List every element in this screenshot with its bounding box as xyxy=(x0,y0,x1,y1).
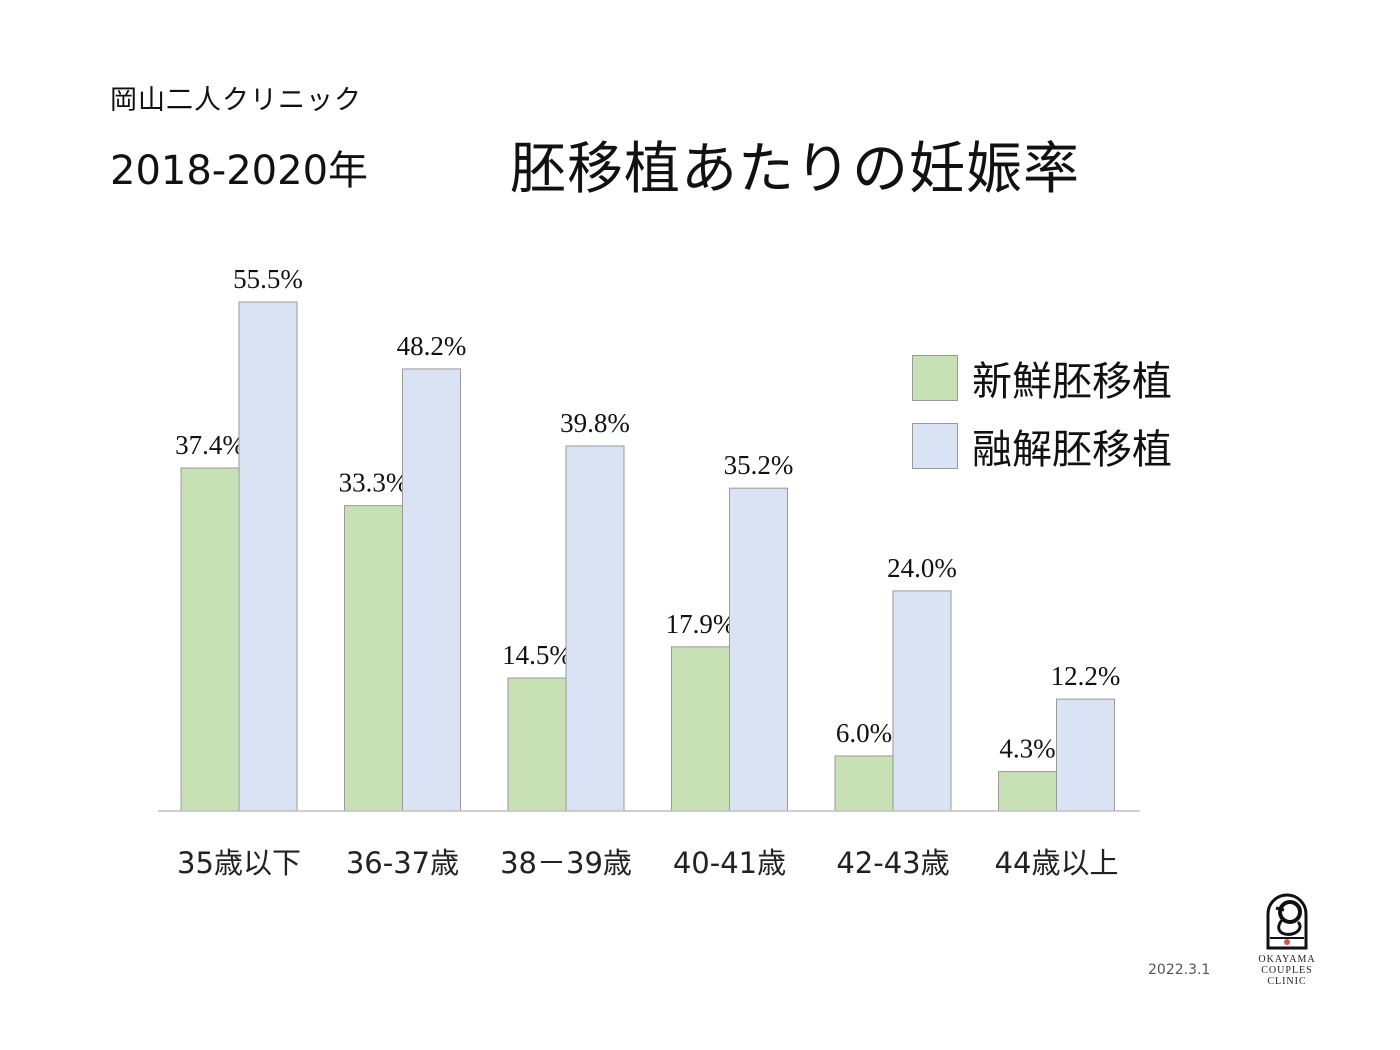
legend-swatch-fresh xyxy=(912,355,958,401)
data-label-frozen-0: 55.5% xyxy=(233,264,303,294)
category-label-1: 36-37歳 xyxy=(346,846,459,880)
bar-fresh-2 xyxy=(507,677,567,812)
data-label-fresh-3: 17.9% xyxy=(666,609,736,639)
data-label-frozen-5: 12.2% xyxy=(1051,661,1121,691)
data-label-fresh-5: 4.3% xyxy=(999,734,1055,764)
legend-label-fresh: 新鮮胚移植 xyxy=(972,359,1172,405)
bar-frozen-5 xyxy=(1056,698,1115,812)
category-label-5: 44歳以上 xyxy=(995,846,1119,880)
clinic-logo: OKAYAMA COUPLES CLINIC xyxy=(1252,890,1322,987)
legend-swatch-frozen xyxy=(912,423,958,469)
data-label-fresh-1: 33.3% xyxy=(339,468,409,498)
legend: 新鮮胚移植 融解胚移植 xyxy=(912,344,1172,480)
bar-frozen-4 xyxy=(892,590,952,812)
logo-text-line3: CLINIC xyxy=(1267,976,1307,987)
bar-fresh-3 xyxy=(671,646,730,812)
bar-frozen-3 xyxy=(729,487,788,812)
bar-fresh-1 xyxy=(344,505,403,812)
footer-date: 2022.3.1 xyxy=(1148,962,1211,978)
data-label-frozen-1: 48.2% xyxy=(397,331,467,361)
logo-text-line2: COUPLES xyxy=(1261,965,1313,976)
data-label-fresh-0: 37.4% xyxy=(175,430,245,460)
year-range: 2018-2020年 xyxy=(110,148,369,194)
bar-frozen-1 xyxy=(402,368,461,812)
data-label-frozen-4: 24.0% xyxy=(887,553,957,583)
category-label-4: 42-43歳 xyxy=(836,846,949,880)
data-label-frozen-3: 35.2% xyxy=(724,450,794,480)
data-label-frozen-2: 39.8% xyxy=(560,408,630,438)
logo-text-line1: OKAYAMA xyxy=(1258,954,1316,965)
category-label-3: 40-41歳 xyxy=(673,846,786,880)
clinic-name: 岡山二人クリニック xyxy=(110,85,362,116)
legend-item-fresh: 新鮮胚移植 xyxy=(912,344,1172,412)
bar-frozen-0 xyxy=(238,301,298,812)
legend-item-frozen: 融解胚移植 xyxy=(912,412,1172,480)
bar-frozen-2 xyxy=(565,445,625,812)
bar-fresh-4 xyxy=(834,755,894,812)
data-label-fresh-4: 6.0% xyxy=(836,718,892,748)
category-label-2: 38－39歳 xyxy=(500,846,632,880)
data-label-fresh-2: 14.5% xyxy=(502,640,572,670)
chart-title: 胚移植あたりの妊娠率 xyxy=(510,137,1080,202)
crane-logo-icon xyxy=(1266,893,1308,950)
bar-fresh-5 xyxy=(998,771,1057,812)
category-label-0: 35歳以下 xyxy=(177,846,301,880)
legend-label-frozen: 融解胚移植 xyxy=(972,427,1172,473)
bar-fresh-0 xyxy=(180,467,240,812)
